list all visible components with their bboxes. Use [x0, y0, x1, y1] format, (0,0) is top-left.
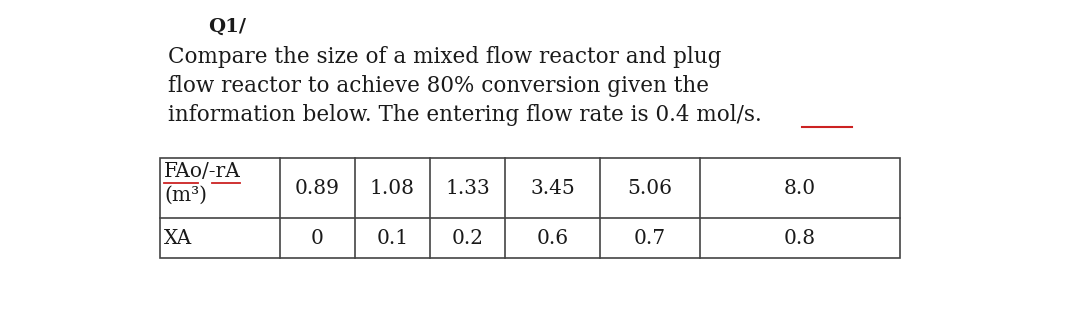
Text: 0.2: 0.2 — [451, 229, 484, 247]
Text: 1.08: 1.08 — [370, 178, 415, 198]
Text: information below. The entering flow rate is 0.4 mol/s.: information below. The entering flow rat… — [168, 104, 761, 126]
Bar — [160, 158, 900, 258]
Text: 0.89: 0.89 — [295, 178, 340, 198]
Text: FAo/-rA: FAo/-rA — [164, 162, 241, 181]
Text: Compare the size of a mixed flow reactor and plug: Compare the size of a mixed flow reactor… — [168, 46, 721, 68]
Text: 3.45: 3.45 — [530, 178, 575, 198]
Text: flow reactor to achieve 80% conversion given the: flow reactor to achieve 80% conversion g… — [168, 75, 708, 97]
Text: 0.6: 0.6 — [537, 229, 568, 247]
Text: 0.8: 0.8 — [784, 229, 816, 247]
Text: XA: XA — [164, 229, 192, 247]
Text: Q1/: Q1/ — [208, 18, 246, 36]
Text: 8.0: 8.0 — [784, 178, 816, 198]
Text: 0: 0 — [311, 229, 324, 247]
Text: 1.33: 1.33 — [445, 178, 490, 198]
Text: 0.1: 0.1 — [377, 229, 408, 247]
Text: 0.7: 0.7 — [634, 229, 666, 247]
Text: (m³): (m³) — [164, 186, 207, 205]
Text: 5.06: 5.06 — [627, 178, 673, 198]
